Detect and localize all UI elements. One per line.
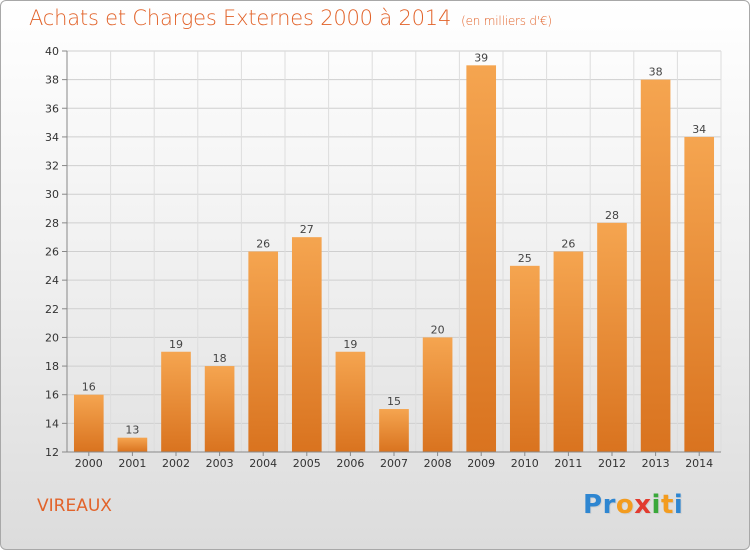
chart-title: Achats et Charges Externes 2000 à 2014 (e…	[29, 6, 552, 30]
bars	[73, 65, 715, 453]
y-tick-label: 28	[45, 217, 59, 230]
value-label: 26	[256, 238, 270, 251]
bar	[597, 222, 627, 452]
y-tick-label: 24	[45, 274, 59, 287]
x-tick-label: 2006	[336, 457, 364, 470]
bar	[379, 409, 409, 452]
y-tick-label: 12	[45, 446, 59, 459]
value-label: 16	[82, 381, 96, 394]
value-label: 19	[343, 338, 357, 351]
bar	[422, 337, 453, 452]
x-tick-label: 2003	[206, 457, 234, 470]
value-label: 15	[387, 395, 401, 408]
value-label: 38	[649, 66, 663, 79]
value-label: 28	[605, 209, 619, 222]
value-label: 13	[125, 424, 139, 437]
value-label: 27	[300, 223, 314, 236]
bar	[117, 437, 148, 452]
chart-subtitle: (en milliers d'€)	[461, 14, 552, 28]
y-tick-label: 36	[45, 102, 59, 115]
y-tick-label: 30	[45, 188, 59, 201]
bar	[553, 251, 584, 452]
value-label: 39	[474, 51, 488, 64]
y-tick-label: 16	[45, 389, 59, 402]
bar	[466, 65, 497, 453]
y-tick-label: 14	[45, 417, 59, 430]
logo-letter: i	[651, 490, 661, 520]
title-text: Achats et Charges Externes 2000 à 2014	[29, 6, 452, 30]
bar	[248, 251, 279, 452]
x-tick-label: 2013	[642, 457, 670, 470]
logo-letter: i	[673, 490, 684, 520]
x-tick-label: 2007	[380, 457, 408, 470]
logo-letter: r	[602, 490, 616, 520]
y-tick-label: 34	[45, 131, 59, 144]
y-tick-label: 20	[45, 331, 59, 344]
value-label: 20	[431, 323, 445, 336]
y-tick-label: 40	[45, 45, 59, 58]
x-tick-label: 2002	[162, 457, 190, 470]
y-tick-label: 26	[45, 246, 59, 259]
x-tick-label: 2010	[511, 457, 539, 470]
x-tick-label: 2008	[424, 457, 452, 470]
x-tick-label: 2000	[75, 457, 103, 470]
x-tick-label: 2012	[598, 457, 626, 470]
bar	[335, 351, 366, 452]
bar	[73, 394, 104, 452]
value-label: 25	[518, 252, 532, 265]
y-tick-label: 38	[45, 74, 59, 87]
value-label: 19	[169, 338, 183, 351]
x-tick-label: 2004	[249, 457, 277, 470]
x-tick-label: 2014	[685, 457, 713, 470]
value-label: 26	[561, 238, 575, 251]
x-tick-label: 2001	[118, 457, 146, 470]
logo-letter: P	[583, 490, 603, 520]
y-tick-label: 32	[45, 160, 59, 173]
proxiti-logo: Proxiti	[583, 490, 683, 520]
logo-letter: x	[634, 490, 652, 520]
axes: 12 14 16 18 20 22 24 26 28 30 32 34 36 38 40 2000 2001 20…	[45, 45, 721, 470]
value-label: 18	[213, 352, 227, 365]
bar	[291, 237, 322, 452]
bar	[640, 79, 671, 453]
value-labels: 16 13 19 18 26 27 19 15 20 39 25 26 28 38 34	[82, 51, 706, 436]
y-tick-label: 22	[45, 303, 59, 316]
commune-name: VIREAUX	[37, 496, 112, 516]
y-tick-label: 18	[45, 360, 59, 373]
bar	[684, 136, 715, 452]
x-tick-label: 2005	[293, 457, 321, 470]
logo-letter: o	[615, 490, 635, 520]
value-label: 34	[692, 123, 706, 136]
logo-letter: t	[660, 490, 674, 520]
bar	[204, 366, 235, 452]
x-tick-label: 2011	[554, 457, 582, 470]
bar	[509, 265, 540, 452]
x-tick-label: 2009	[467, 457, 495, 470]
bar	[161, 351, 191, 452]
